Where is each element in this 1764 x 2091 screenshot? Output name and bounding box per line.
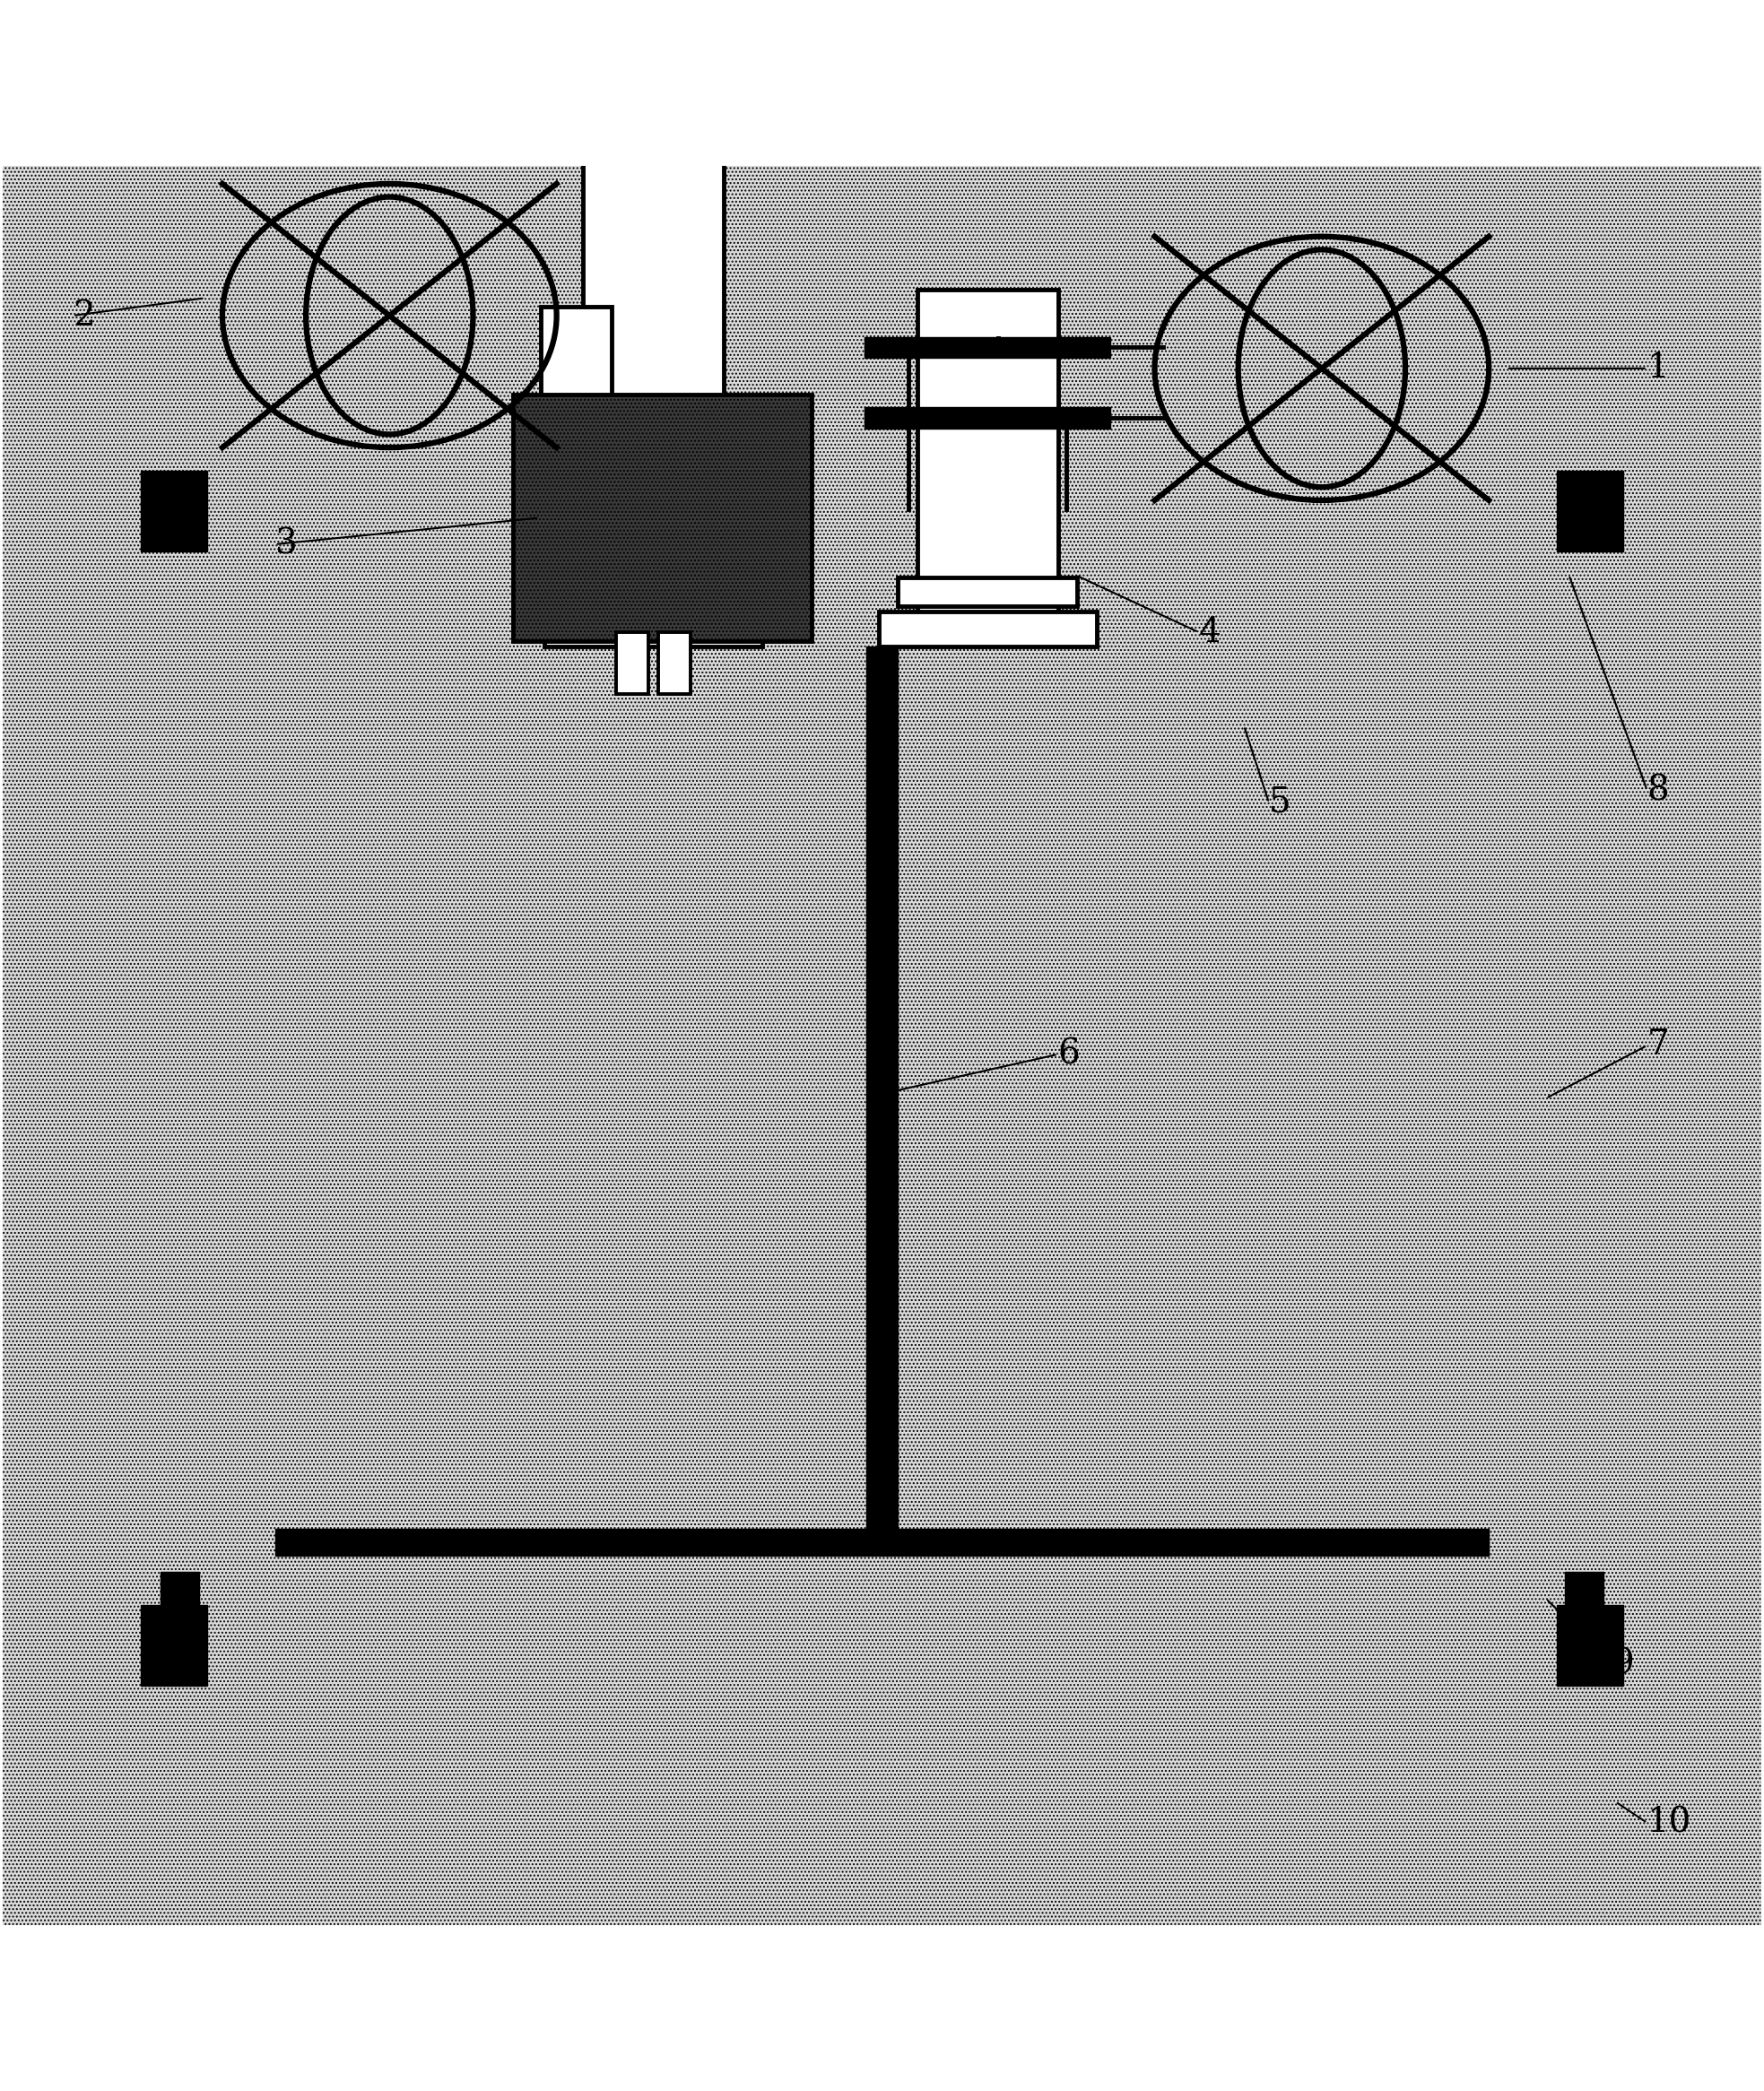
Bar bbox=[866, 646, 898, 1541]
Text: 7: 7 bbox=[1648, 1029, 1669, 1062]
Bar bbox=[564, 577, 743, 606]
Bar bbox=[289, 646, 1475, 1541]
Bar bbox=[658, 631, 690, 694]
Bar bbox=[141, 470, 208, 552]
Bar bbox=[723, 519, 917, 631]
Text: 10: 10 bbox=[1648, 1807, 1692, 1840]
Text: 3: 3 bbox=[275, 527, 298, 560]
Text: 9: 9 bbox=[1612, 1648, 1633, 1681]
Bar bbox=[161, 1572, 199, 1644]
Bar bbox=[161, 519, 1603, 1679]
Bar bbox=[1556, 470, 1623, 552]
Bar bbox=[513, 395, 811, 642]
Bar bbox=[723, 519, 917, 631]
Bar bbox=[898, 577, 1078, 606]
Text: 4: 4 bbox=[1198, 615, 1221, 648]
Bar bbox=[161, 519, 582, 631]
Bar bbox=[1565, 1572, 1603, 1644]
Bar bbox=[1489, 519, 1603, 1679]
Bar bbox=[864, 408, 1111, 429]
Bar bbox=[545, 611, 762, 646]
Bar bbox=[1582, 1769, 1621, 1836]
Bar bbox=[917, 289, 1058, 642]
Bar bbox=[236, 1771, 1536, 1832]
Bar bbox=[1489, 519, 1603, 1679]
Bar bbox=[161, 519, 582, 631]
Bar bbox=[542, 307, 612, 404]
Bar bbox=[161, 519, 275, 1679]
Bar bbox=[878, 611, 1097, 646]
Text: 6: 6 bbox=[1058, 1037, 1080, 1071]
Bar bbox=[275, 631, 1489, 1564]
Bar bbox=[1058, 519, 1603, 631]
Bar bbox=[1556, 1606, 1623, 1685]
Bar bbox=[864, 337, 1111, 358]
Bar bbox=[1058, 519, 1603, 631]
Text: 8: 8 bbox=[1648, 774, 1669, 807]
Bar bbox=[141, 1606, 208, 1685]
Bar bbox=[161, 1564, 1603, 1679]
Bar bbox=[616, 631, 647, 694]
Text: 1: 1 bbox=[1648, 351, 1669, 385]
Bar bbox=[582, 148, 723, 642]
Bar bbox=[161, 519, 275, 1679]
Text: 2: 2 bbox=[72, 299, 95, 332]
Text: 5: 5 bbox=[1268, 786, 1291, 820]
Bar bbox=[187, 1731, 1586, 1890]
Bar bbox=[275, 1529, 1489, 1556]
Bar bbox=[161, 1564, 1603, 1679]
